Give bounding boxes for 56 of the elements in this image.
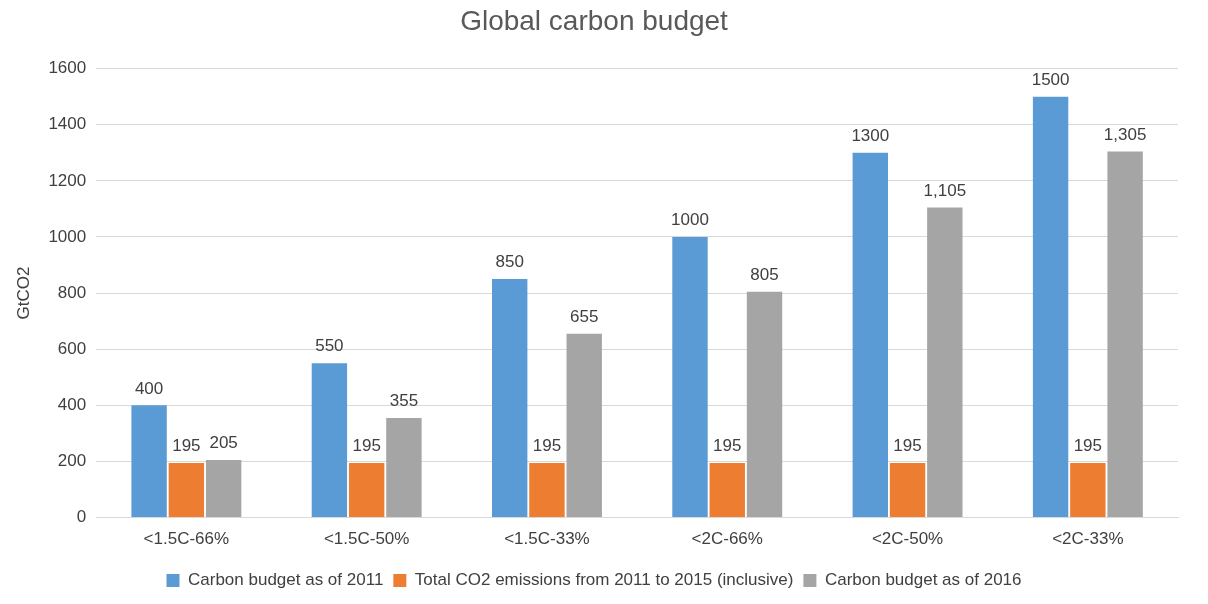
y-tick-label: 1200 [48,170,87,190]
bar [168,462,205,518]
x-tick-label: <1.5C-33% [504,529,590,549]
legend-label: Carbon budget as of 2011 [188,570,384,590]
bar [205,460,242,518]
data-label: 195 [352,436,381,456]
bar [386,417,422,518]
bar [746,291,783,518]
data-label: 1300 [851,125,890,145]
bar [927,207,963,518]
data-label: 195 [172,436,201,456]
data-label: 655 [570,306,599,326]
y-tick-label: 1400 [48,114,87,134]
x-tick-label: <1.5C-66% [143,529,230,549]
data-label: 195 [1073,436,1103,456]
data-label: 195 [532,436,562,456]
bar [348,462,385,518]
y-tick-label: 1000 [48,226,87,246]
data-label: 1,305 [1103,124,1147,144]
x-tick-label: <2C-66% [691,529,763,549]
bar [1070,462,1106,518]
bar [1032,96,1069,518]
y-tick-label: 1600 [48,58,87,78]
chart-title: Global carbon budget [460,4,729,36]
y-tick-label: 600 [57,338,87,358]
bar [1107,151,1143,518]
bar [566,333,602,518]
legend-label: Carbon budget as of 2016 [824,570,1022,590]
data-label: 195 [893,436,922,456]
data-label: 1,105 [923,180,967,200]
bar [709,462,745,518]
data-label: 355 [389,391,419,411]
x-tick-label: <1.5C-50% [323,529,410,549]
data-label: 1500 [1031,69,1070,89]
data-label: 400 [134,378,164,398]
bar [311,363,348,518]
data-label: 195 [713,436,742,456]
x-tick-label: <2C-33% [1052,529,1124,549]
data-label: 850 [495,252,524,272]
y-tick-label: 800 [57,282,87,302]
bar [889,462,926,518]
x-tick-label: <2C-50% [871,529,944,549]
bar [131,405,167,518]
y-tick-label: 200 [57,451,87,471]
data-label: 805 [750,264,779,284]
bar [852,152,888,518]
bar [672,236,708,518]
data-label: 205 [209,433,238,453]
legend-label: Total CO2 emissions from 2011 to 2015 (inclusive) [414,570,794,590]
data-label: 1000 [671,210,709,230]
bar [492,279,528,518]
y-axis-title: GtCO2 [13,266,33,320]
data-label: 550 [315,336,344,356]
y-tick-label: 400 [57,395,87,415]
bar [529,462,565,518]
y-tick-label: 0 [76,507,87,527]
